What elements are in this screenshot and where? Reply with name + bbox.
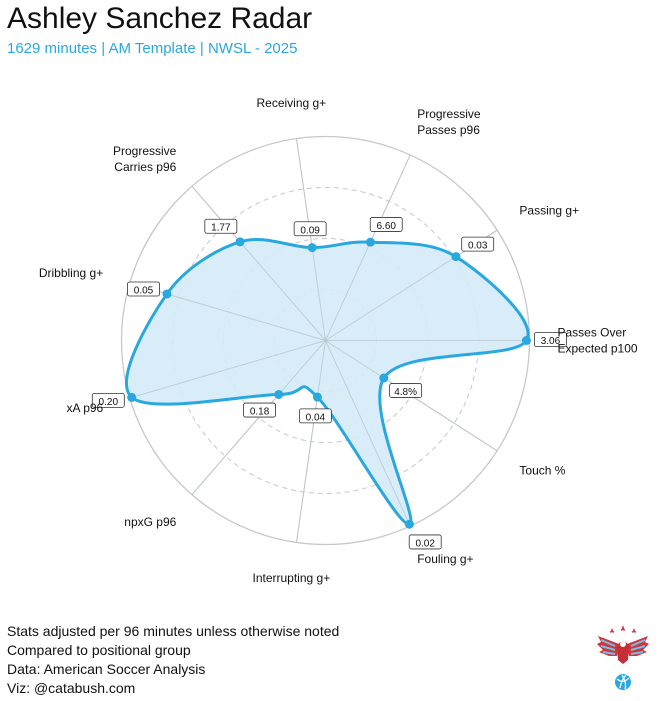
axis-label: xA p96 — [67, 401, 104, 415]
value-label-box — [298, 408, 332, 424]
footer-note: Compared to positional group — [7, 642, 191, 658]
value-label-box — [461, 236, 495, 252]
value-label-box — [293, 221, 327, 237]
data-point — [307, 243, 317, 253]
value-label-box — [369, 217, 403, 232]
value-label: 0.20 — [99, 397, 119, 408]
data-point — [274, 389, 284, 399]
axis-label: Passes Over Expected p100 — [558, 326, 638, 356]
axis-label: Touch % — [519, 463, 565, 477]
value-label-box — [127, 281, 160, 297]
value-label-box — [91, 392, 125, 408]
footer-notes: Stats adjusted per 96 minutes unless oth… — [7, 622, 339, 698]
value-label: 6.60 — [376, 221, 396, 232]
chart-title: Ashley Sanchez Radar — [7, 2, 313, 35]
axis-spoke-overlay — [191, 185, 326, 341]
axis-spoke-overlay — [295, 340, 326, 543]
value-label-box — [389, 383, 423, 398]
value-label-box — [534, 332, 567, 347]
axis-label: Interrupting g+ — [252, 571, 330, 585]
value-label: 1.77 — [211, 223, 231, 234]
footer-note: Stats adjusted per 96 minutes unless oth… — [7, 623, 340, 639]
data-point — [235, 237, 245, 247]
axis-label: Receiving g+ — [256, 96, 326, 110]
value-label: 0.05 — [134, 286, 154, 297]
axis-spoke-overlay — [295, 138, 326, 341]
value-label: 3.06 — [541, 336, 561, 347]
axis-label: npxG p96 — [124, 515, 176, 529]
data-point — [312, 392, 322, 402]
value-label-box — [243, 402, 276, 418]
axis-spoke-overlay — [325, 154, 411, 341]
data-point — [379, 373, 389, 383]
value-label: 0.04 — [306, 412, 326, 423]
axis-spoke-overlay — [129, 282, 326, 341]
footer-note: Viz: @catabush.com — [7, 680, 136, 696]
data-point — [404, 519, 414, 529]
radar-area — [126, 239, 529, 525]
axis-spoke-overlay — [325, 340, 411, 527]
axis-spoke-overlay — [129, 340, 326, 399]
data-point — [162, 289, 172, 299]
value-label: 0.18 — [250, 407, 270, 418]
axis-label: Passing g+ — [519, 204, 579, 218]
data-point — [451, 252, 461, 262]
data-point — [127, 392, 137, 402]
data-point — [521, 336, 531, 345]
axis-label: Progressive Passes p96 — [417, 107, 481, 137]
value-label: 0.03 — [468, 241, 488, 252]
axis-label: Dribbling g+ — [39, 266, 103, 280]
axis-label: Fouling g+ — [417, 552, 473, 566]
value-label-box — [204, 218, 238, 234]
chart-subtitle: 1629 minutes | AM Template | NWSL - 2025 — [7, 40, 298, 57]
axis-label: Progressive Carries p96 — [113, 144, 177, 174]
footer-note: Data: American Soccer Analysis — [7, 661, 206, 677]
value-label: 0.09 — [300, 225, 320, 236]
value-label: 4.8% — [394, 387, 417, 398]
axis-spoke-overlay — [191, 340, 326, 496]
value-label-box — [408, 534, 442, 550]
value-label: 0.02 — [415, 538, 435, 549]
data-point — [365, 237, 375, 247]
